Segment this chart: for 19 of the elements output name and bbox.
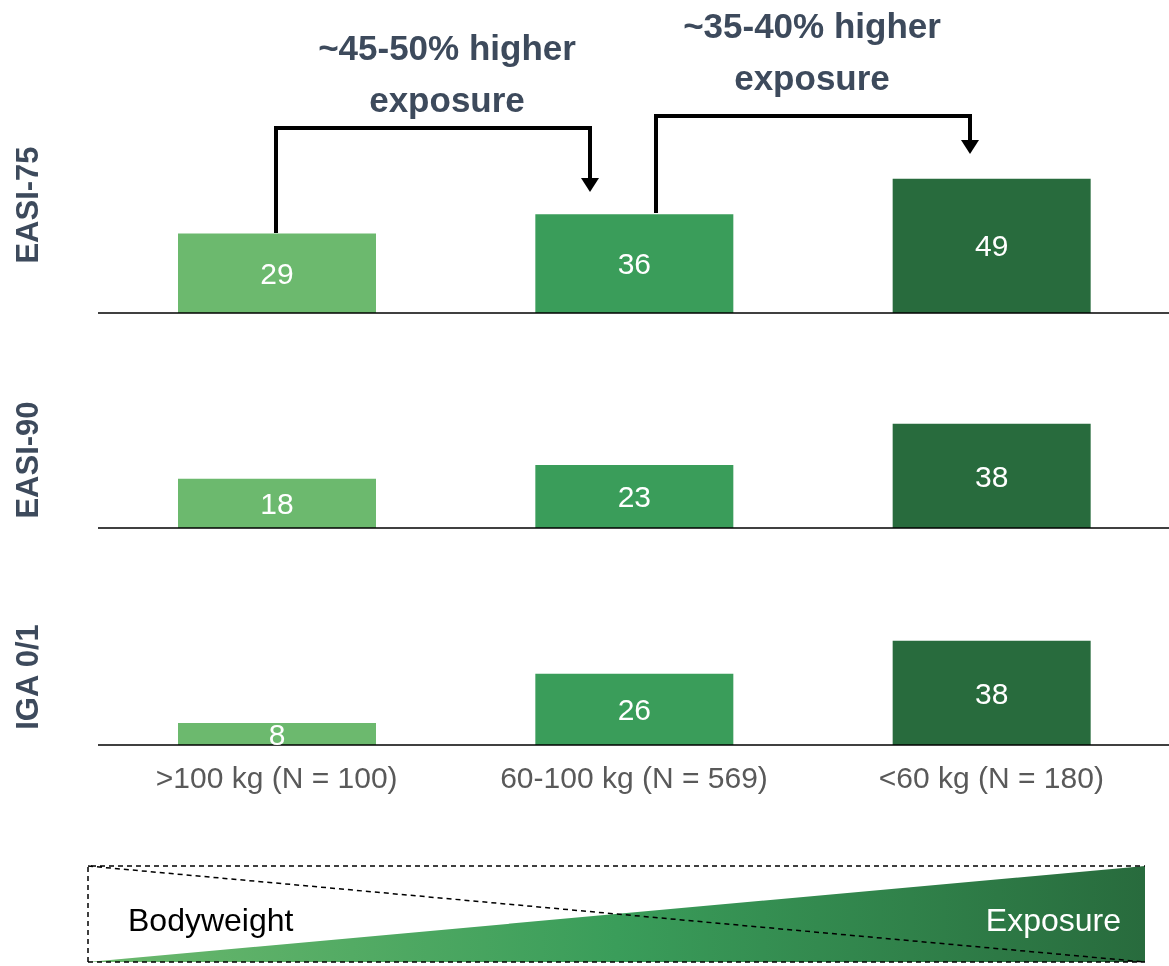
data-label: 23 <box>617 480 652 514</box>
data-label: 38 <box>974 676 1009 710</box>
data-label: 38 <box>974 459 1009 493</box>
y-axis-title: EASI-75 <box>10 145 46 264</box>
data-label: 29 <box>260 256 294 290</box>
data-label: 49 <box>974 229 1009 263</box>
data-label: 8 <box>268 717 286 751</box>
text: Bodyweight <box>128 902 294 939</box>
x-tick-label: <60 kg (N = 180) <box>878 761 1104 795</box>
data-label: 26 <box>617 693 652 727</box>
text: ~35-40% higher exposure <box>682 5 942 99</box>
data-label: 18 <box>260 486 294 520</box>
text: ~45-50% higher exposure <box>317 27 577 121</box>
x-tick-label: >100 kg (N = 100) <box>155 761 398 795</box>
y-axis-title: EASI-90 <box>10 400 46 519</box>
text: Exposure <box>985 902 1121 939</box>
x-tick-label: 60-100 kg (N = 569) <box>500 761 768 795</box>
data-label: 36 <box>617 247 652 281</box>
y-axis-title: IGA 0/1 <box>10 623 46 730</box>
